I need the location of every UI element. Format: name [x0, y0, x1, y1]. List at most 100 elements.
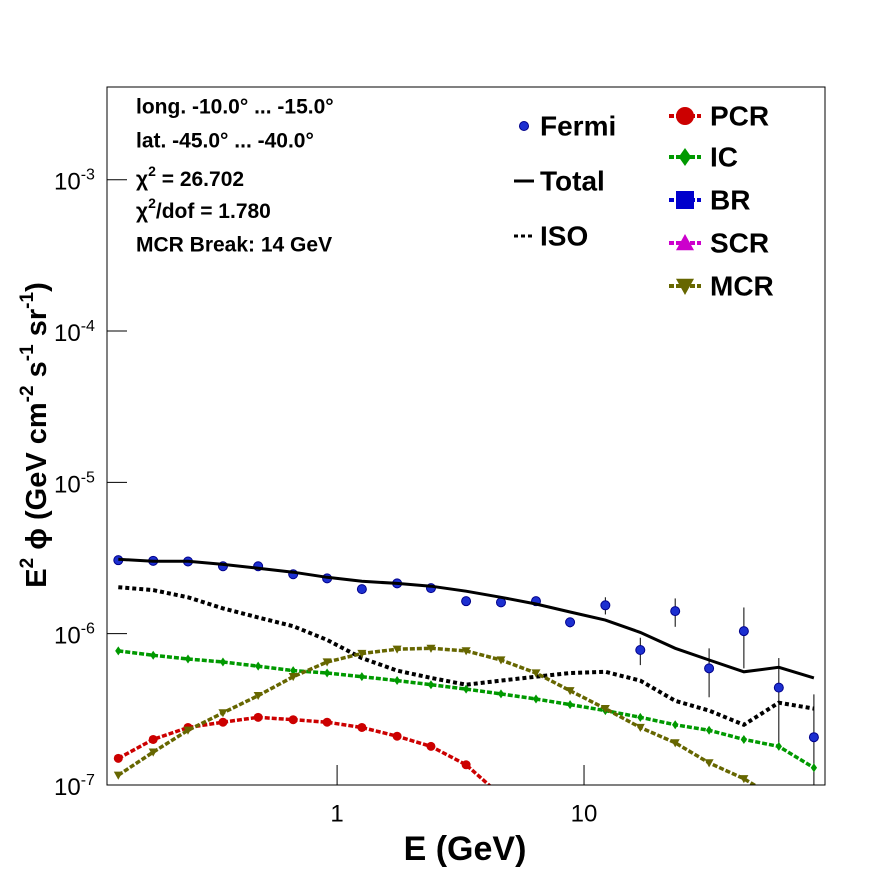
marker — [704, 759, 714, 768]
marker — [635, 723, 645, 732]
marker — [775, 741, 782, 751]
marker — [253, 712, 263, 722]
info-line: long. -10.0° ... -15.0° — [136, 96, 334, 119]
overlay: long. -10.0° ... -15.0° lat. -45.0° ... -… — [17, 96, 774, 868]
y-tick-label: 10-3 — [54, 166, 95, 196]
superscript: -2 — [17, 385, 38, 402]
marker — [288, 673, 298, 682]
marker — [253, 691, 263, 701]
marker — [532, 694, 540, 704]
info-line: χ2 = 26.702 — [136, 163, 244, 191]
legend-label: IC — [710, 141, 738, 172]
marker — [255, 661, 262, 671]
text-part: s — [21, 361, 53, 385]
point — [356, 584, 367, 595]
text-part: = 26.702 — [156, 168, 244, 191]
marker — [323, 668, 331, 678]
marker — [148, 748, 158, 757]
marker — [705, 725, 713, 735]
marker — [148, 734, 158, 744]
tick-exponent: -7 — [81, 772, 95, 789]
point — [670, 606, 681, 617]
series-line — [118, 557, 815, 680]
tick-exponent: -6 — [81, 620, 95, 637]
marker — [566, 700, 574, 710]
series-line — [117, 715, 492, 785]
text-part: ϕ (GeV cm — [21, 402, 53, 558]
marker — [676, 107, 694, 125]
marker — [462, 684, 470, 694]
legend-label: MCR — [710, 270, 774, 301]
series-line — [118, 585, 815, 728]
superscript: -1 — [17, 292, 38, 309]
tick-base: 10 — [54, 472, 81, 499]
marker — [670, 739, 680, 748]
point — [519, 121, 529, 131]
point — [461, 596, 472, 607]
point — [704, 663, 715, 674]
marker — [740, 734, 748, 744]
marker — [496, 656, 506, 665]
point — [635, 645, 646, 656]
marker — [322, 717, 332, 727]
marker — [358, 672, 366, 682]
text-part: χ — [136, 200, 148, 223]
marker — [115, 646, 122, 656]
text-part: sr — [21, 309, 53, 344]
y-tick-label: 10-6 — [54, 620, 95, 650]
point — [738, 626, 749, 637]
marker — [357, 722, 367, 732]
text-part: χ — [136, 168, 148, 191]
marker — [393, 676, 401, 686]
marker — [461, 760, 471, 770]
marker — [150, 650, 157, 660]
marker — [565, 687, 575, 696]
text-part: ) — [21, 282, 53, 292]
tick-base: 10 — [54, 774, 81, 801]
marker — [184, 654, 192, 664]
marker — [531, 669, 541, 678]
info-line: MCR Break: 14 GeV — [136, 234, 332, 257]
marker — [637, 712, 644, 722]
marker — [676, 278, 694, 295]
marker — [290, 666, 297, 676]
point — [773, 682, 784, 693]
marker — [461, 647, 471, 656]
tick-base: 10 — [54, 169, 81, 196]
superscript: 2 — [17, 558, 38, 569]
point — [565, 617, 576, 628]
marker — [392, 645, 402, 654]
tick-base: 10 — [54, 623, 81, 650]
tick-exponent: -5 — [81, 469, 95, 486]
tick-base: 10 — [54, 320, 81, 347]
series-line — [117, 646, 758, 785]
marker — [600, 704, 610, 714]
marker — [219, 657, 227, 667]
tick-exponent: -3 — [81, 166, 95, 183]
text-part: E — [21, 568, 53, 587]
point — [600, 600, 611, 611]
legend-label: Total — [540, 165, 605, 196]
marker — [810, 763, 818, 773]
marker — [218, 717, 228, 727]
legend-label: SCR — [710, 227, 769, 258]
legend-label: Fermi — [540, 110, 616, 141]
frame — [106, 86, 826, 786]
y-axis-label: E2 ϕ (GeV cm-2 s-1 sr-1) — [17, 282, 53, 588]
plot-area — [113, 555, 819, 785]
y-tick-label: 10-4 — [54, 318, 95, 348]
superscript: 2 — [148, 195, 156, 211]
series-line — [118, 649, 815, 770]
legend-label: ISO — [540, 220, 588, 251]
marker — [672, 720, 679, 730]
info-line: lat. -45.0° ... -40.0° — [136, 130, 314, 153]
superscript: -1 — [17, 344, 38, 361]
marker — [113, 771, 123, 780]
text-part: /dof = 1.780 — [156, 200, 271, 223]
y-tick-label: 10-5 — [54, 469, 95, 499]
marker — [676, 191, 694, 209]
marker — [392, 731, 402, 741]
marker — [678, 148, 692, 166]
